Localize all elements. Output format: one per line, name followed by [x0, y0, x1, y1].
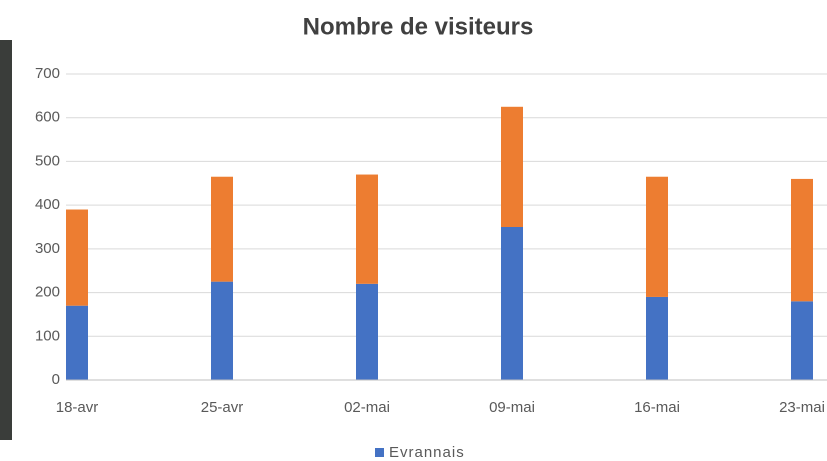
background-photo-edge — [0, 40, 12, 440]
bar-segment — [501, 107, 523, 227]
bar-segment — [356, 175, 378, 284]
bar-segment — [66, 306, 88, 380]
legend-swatch — [375, 448, 384, 457]
x-tick-label: 16-mai — [634, 399, 680, 416]
y-tick-label: 500 — [35, 152, 60, 169]
x-tick-label: 23-mai — [779, 399, 825, 416]
y-tick-label: 600 — [35, 109, 60, 126]
y-tick-label: 100 — [35, 327, 60, 344]
bar-segment — [356, 284, 378, 380]
bar-segment — [646, 177, 668, 297]
x-tick-label: 09-mai — [489, 399, 535, 416]
chart-title: Nombre de visiteurs — [303, 13, 534, 40]
bar-segment — [211, 177, 233, 282]
bar-segment — [211, 282, 233, 380]
x-tick-label: 18-avr — [56, 399, 99, 416]
y-tick-label: 0 — [52, 371, 60, 388]
legend-label: Evrannais — [389, 444, 465, 461]
bar-segment — [791, 179, 813, 301]
y-tick-label: 200 — [35, 284, 60, 301]
x-tick-label: 25-avr — [201, 399, 244, 416]
bar-segment — [646, 297, 668, 380]
bar-segment — [791, 301, 813, 380]
y-tick-label: 400 — [35, 196, 60, 213]
x-tick-label: 02-mai — [344, 399, 390, 416]
y-tick-label: 700 — [35, 65, 60, 82]
page: {"chart_data": {"type": "stacked-bar", "… — [0, 0, 827, 461]
y-tick-label: 300 — [35, 240, 60, 257]
bar-segment — [66, 210, 88, 306]
chart: Nombre de visiteurs 0 100 200 300 400 500 600 7… — [0, 0, 827, 461]
bar-segment — [501, 227, 523, 380]
